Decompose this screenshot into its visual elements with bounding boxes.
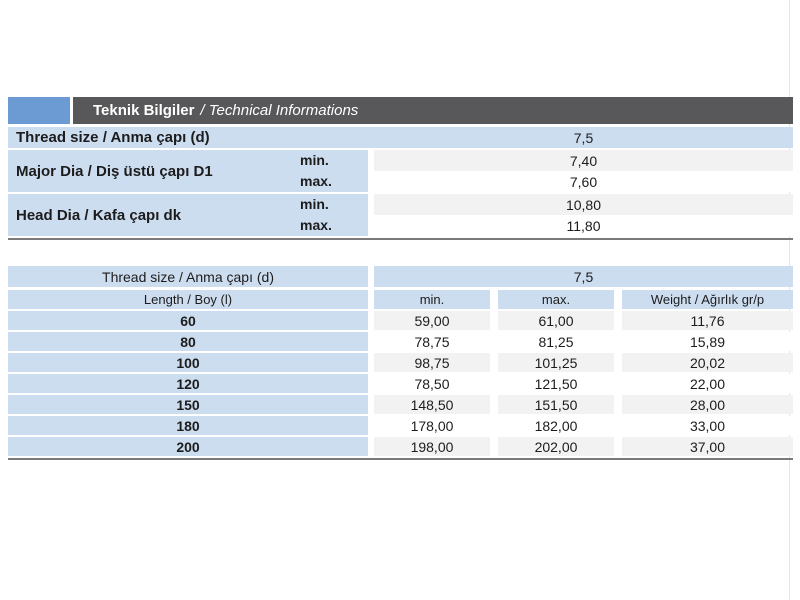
table-row-weight: 22,00 <box>622 374 793 393</box>
table-row-max: 61,00 <box>498 311 614 330</box>
spec-head-dia-row: Head Dia / Kafa çapı dk min. max. <box>8 194 368 236</box>
table-row-min: 78,50 <box>374 374 490 393</box>
table-row-max: 182,00 <box>498 416 614 435</box>
table-row-length: 180 <box>8 416 368 435</box>
table-row-weight: 37,00 <box>622 437 793 456</box>
table-row-max: 202,00 <box>498 437 614 456</box>
table-row-length: 100 <box>8 353 368 372</box>
spec-major-dia-minmax: min. max. <box>300 150 368 192</box>
spec-major-dia-row: Major Dia / Diş üstü çapı D1 min. max. <box>8 150 368 192</box>
spec-major-dia-label: Major Dia / Diş üstü çapı D1 <box>16 162 213 180</box>
spec-table-divider <box>8 238 793 240</box>
table-row-min: 98,75 <box>374 353 490 372</box>
column-header-min: min. <box>374 290 490 309</box>
max-label: max. <box>300 173 332 189</box>
section-title-secondary: / Technical Informations <box>200 102 359 119</box>
table-row-weight: 28,00 <box>622 395 793 414</box>
length-table-thread-size-value: 7,5 <box>374 266 793 287</box>
table-row-length: 80 <box>8 332 368 351</box>
column-header-max: max. <box>498 290 614 309</box>
min-label: min. <box>300 152 329 168</box>
table-row-weight: 15,89 <box>622 332 793 351</box>
section-title-bar: Teknik Bilgiler / Technical Informations <box>73 97 793 124</box>
table-row-length: 120 <box>8 374 368 393</box>
spec-major-dia-min-value: 7,40 <box>374 150 793 171</box>
max-label: max. <box>300 217 332 233</box>
spec-head-dia-label: Head Dia / Kafa çapı dk <box>16 206 182 224</box>
spec-major-dia-max-value: 7,60 <box>374 171 793 192</box>
table-row-min: 148,50 <box>374 395 490 414</box>
accent-square <box>8 97 70 124</box>
length-table-divider <box>8 458 793 460</box>
table-row-weight: 33,00 <box>622 416 793 435</box>
table-row-length: 200 <box>8 437 368 456</box>
section-title-main: Teknik Bilgiler <box>93 102 195 119</box>
table-row-max: 121,50 <box>498 374 614 393</box>
table-row-weight: 20,02 <box>622 353 793 372</box>
table-row-max: 151,50 <box>498 395 614 414</box>
spec-thread-size-label: Thread size / Anma çapı (d) <box>8 127 376 148</box>
table-row-length: 60 <box>8 311 368 330</box>
table-row-min: 198,00 <box>374 437 490 456</box>
spec-thread-size-value: 7,5 <box>374 127 793 148</box>
length-table-thread-size-label: Thread size / Anma çapı (d) <box>8 266 368 287</box>
table-row-max: 101,25 <box>498 353 614 372</box>
column-header-weight: Weight / Ağırlık gr/p <box>622 290 793 309</box>
table-row-min: 178,00 <box>374 416 490 435</box>
min-label: min. <box>300 196 329 212</box>
table-row-min: 78,75 <box>374 332 490 351</box>
table-row-length: 150 <box>8 395 368 414</box>
table-row-min: 59,00 <box>374 311 490 330</box>
spec-head-dia-minmax: min. max. <box>300 194 368 236</box>
spec-head-dia-min-value: 10,80 <box>374 194 793 215</box>
table-row-weight: 11,76 <box>622 311 793 330</box>
table-row-max: 81,25 <box>498 332 614 351</box>
column-header-length: Length / Boy (l) <box>8 290 368 309</box>
spec-head-dia-max-value: 11,80 <box>374 215 793 236</box>
